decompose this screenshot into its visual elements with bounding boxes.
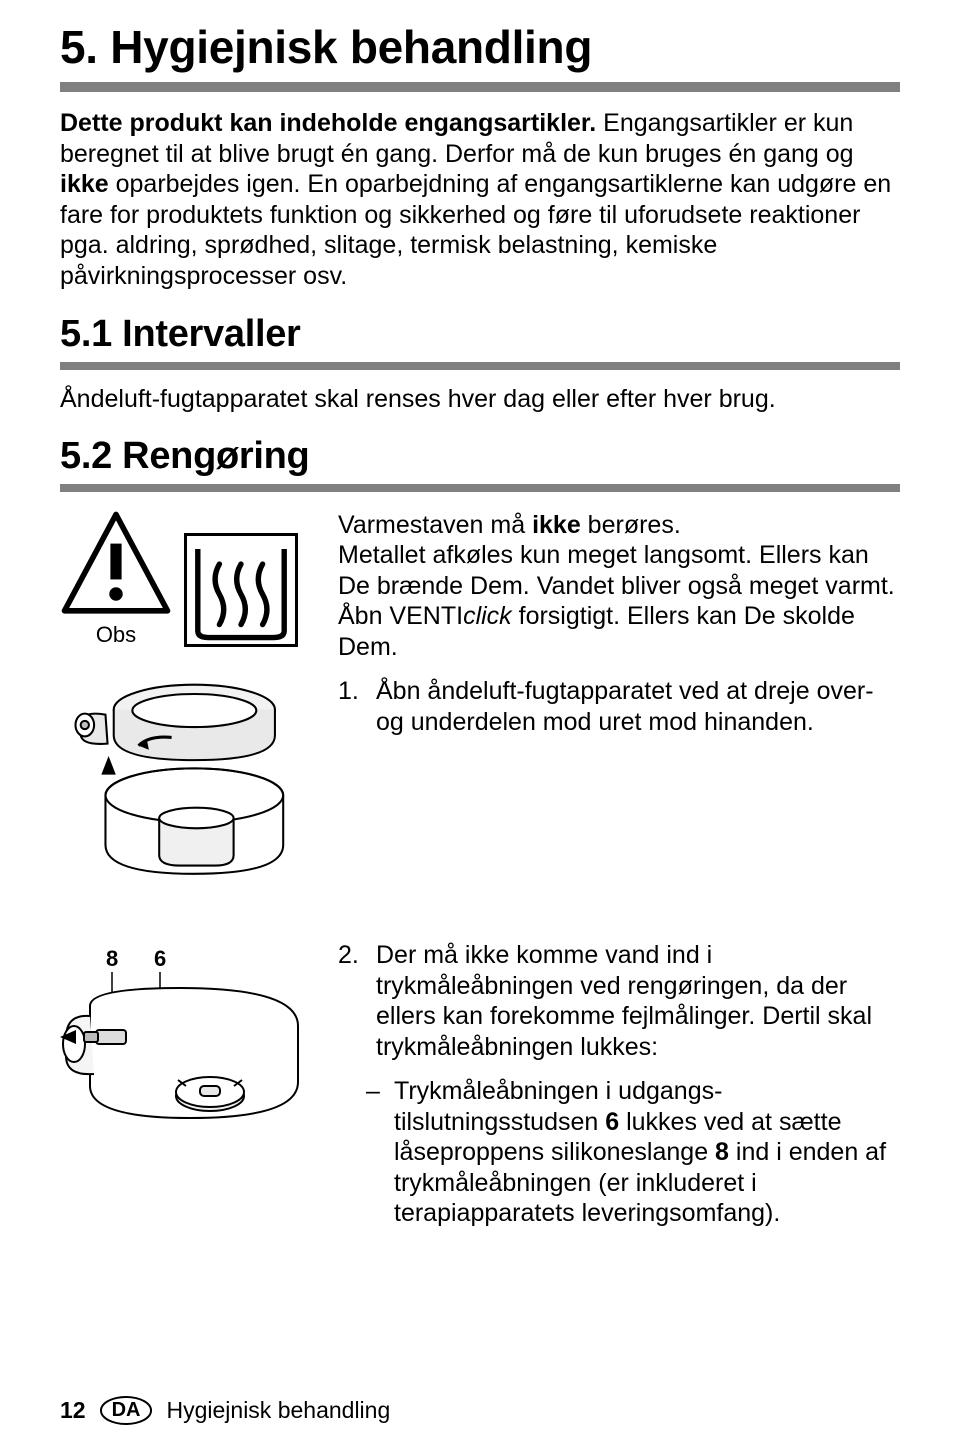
step-1-number: 1.	[338, 676, 366, 737]
step-2-text: Der må ikke komme vand ind i trykmåleåbn…	[376, 940, 900, 1062]
device-open-illustration	[60, 663, 308, 880]
warn-click: click	[463, 602, 512, 630]
warn-b: berøres.	[581, 511, 681, 539]
sec51-rule	[60, 362, 900, 370]
step-2-subtext: Trykmåleåbningen i udgangs­tilslutningss…	[394, 1076, 900, 1229]
icon-row: Obs	[60, 510, 298, 648]
warn-a: Varmestaven må	[338, 511, 532, 539]
footer-section-name: Hygiejnisk behandling	[166, 1397, 390, 1424]
step-2-number: 2.	[338, 940, 366, 1062]
warning-triangle-icon	[60, 510, 172, 616]
warning-block: Obs	[60, 510, 172, 648]
hot-surface-icon	[184, 533, 298, 647]
sub-8: 8	[715, 1138, 729, 1166]
sec51-title: 5.1 Intervaller	[60, 313, 900, 356]
icon-column-1: Obs	[60, 510, 320, 881]
step-1: 1. Åbn åndeluft-fugtapparatet ved at dre…	[338, 676, 900, 737]
step-2: 2. Der må ikke komme vand ind i trykmåle…	[338, 940, 900, 1062]
intro-paragraph: Dette produkt kan indeholde engangsartik…	[60, 108, 900, 291]
fig-label-8: 8	[106, 946, 118, 971]
language-badge: DA	[100, 1396, 153, 1425]
row-warning: Obs	[60, 510, 900, 881]
sec52-title: 5.2 Rengøring	[60, 435, 900, 478]
step-2-subitem: – Trykmåleåbningen i udgangs­tilslutning…	[338, 1076, 900, 1229]
row-step2: 8 6 2.	[60, 940, 900, 1243]
text-column-1: Varmestaven må ikke berøres. Metallet af…	[338, 510, 900, 752]
page-footer: 12 DA Hygiejnisk behandling	[60, 1396, 900, 1425]
sec51-text: Åndeluft-fugtapparatet skal renses hver …	[60, 384, 900, 415]
dash: –	[366, 1076, 384, 1229]
device-port-illustration: 8 6	[60, 946, 308, 1126]
sec52-rule	[60, 484, 900, 492]
intro-rest2: oparbejdes igen. En oparbejdning af enga…	[60, 170, 891, 290]
sub-6: 6	[605, 1108, 619, 1136]
page-heading: 5. Hygiejnisk behandling	[60, 20, 900, 74]
heading-rule	[60, 82, 900, 92]
fig-label-6: 6	[154, 946, 166, 971]
text-column-2: 2. Der må ikke komme vand ind i trykmåle…	[338, 940, 900, 1243]
page-number: 12	[60, 1397, 86, 1424]
warn-ikke: ikke	[532, 511, 581, 539]
intro-lead: Dette produkt kan indeholde engangsartik…	[60, 109, 596, 137]
obs-label: Obs	[60, 623, 172, 647]
intro-ikke: ikke	[60, 170, 109, 198]
icon-column-2: 8 6	[60, 940, 320, 1126]
warning-text: Varmestaven må ikke berøres. Metallet af…	[338, 510, 900, 663]
step-1-text: Åbn åndeluft-fugtapparatet ved at dreje …	[376, 676, 900, 737]
